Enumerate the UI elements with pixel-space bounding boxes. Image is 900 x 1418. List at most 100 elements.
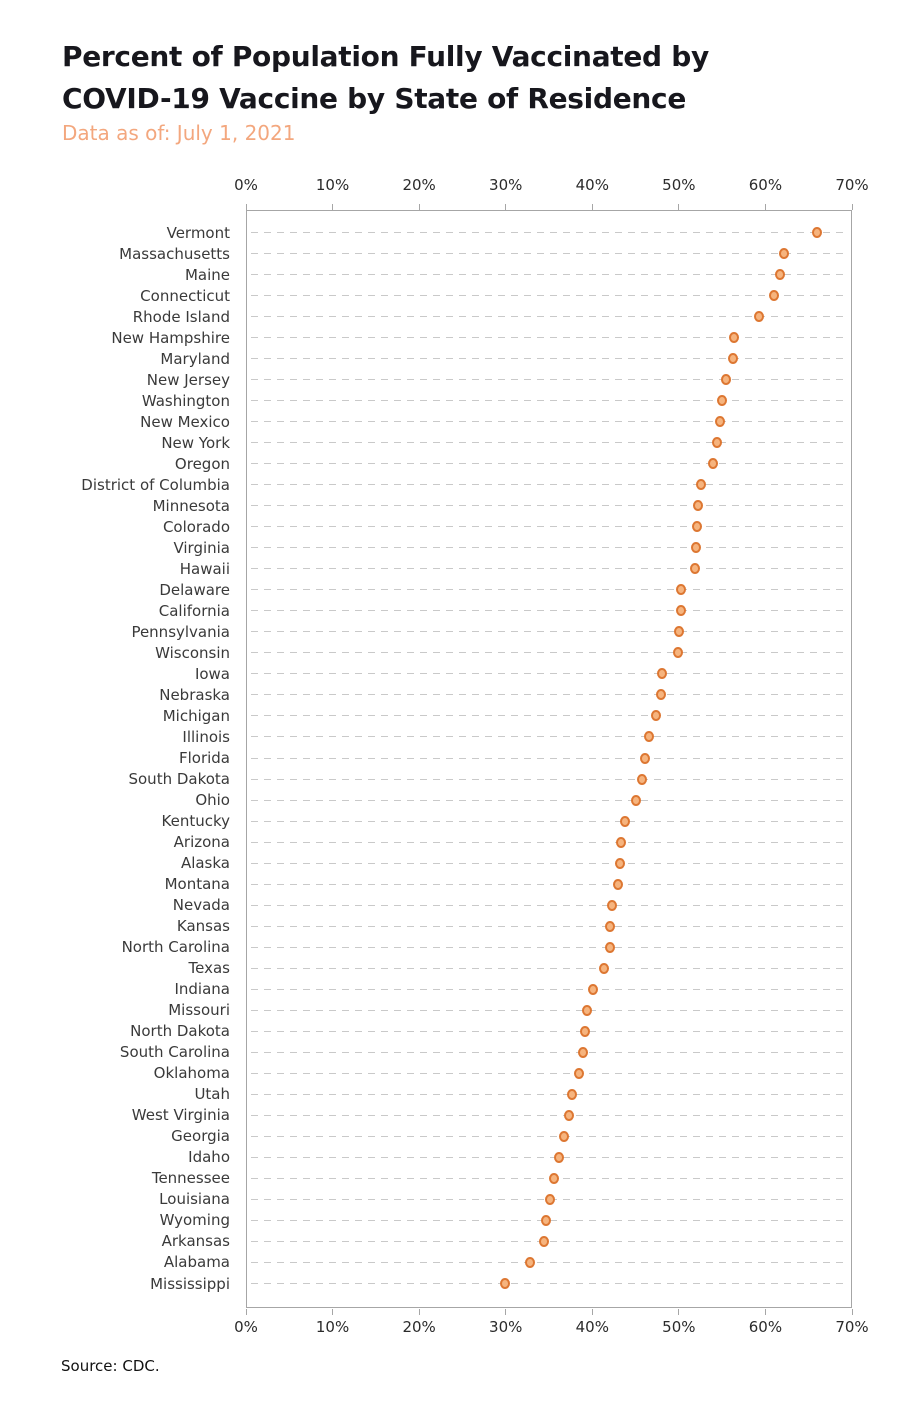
state-label: Ohio — [195, 791, 230, 810]
row-gridline — [251, 442, 849, 444]
x-axis-tick-label-top: 50% — [662, 176, 696, 194]
data-point-dot — [676, 584, 687, 596]
data-point-dot — [538, 1235, 549, 1247]
state-label: Pennsylvania — [131, 622, 230, 641]
data-point-dot — [696, 479, 707, 491]
state-label: Virginia — [173, 538, 230, 557]
data-point-dot — [651, 710, 662, 722]
data-point-dot — [540, 1214, 551, 1226]
row-gridline — [251, 778, 849, 780]
state-label: Tennessee — [151, 1169, 230, 1188]
state-label: Iowa — [194, 664, 230, 683]
data-point-dot — [580, 1025, 591, 1037]
state-label: West Virginia — [131, 1106, 230, 1125]
data-point-dot — [769, 290, 780, 302]
row-gridline — [251, 1156, 849, 1158]
plot-area — [246, 210, 852, 1308]
x-axis-tick-mark-bottom — [678, 1309, 680, 1315]
state-label: Nevada — [172, 896, 230, 915]
data-point-dot — [577, 1046, 588, 1058]
data-point-dot — [598, 962, 609, 974]
row-gridline — [251, 1009, 849, 1011]
state-label: Illinois — [182, 727, 230, 746]
row-gridline — [251, 1093, 849, 1095]
data-point-dot — [554, 1151, 565, 1163]
data-point-dot — [524, 1256, 535, 1268]
page-title: Percent of Population Fully Vaccinated b… — [62, 36, 709, 120]
state-label: District of Columbia — [81, 475, 230, 494]
row-gridline — [251, 610, 849, 612]
state-label: North Dakota — [130, 1022, 230, 1041]
x-axis-tick-label-top: 70% — [835, 176, 869, 194]
row-gridline — [251, 652, 849, 654]
page-title-line-1: Percent of Population Fully Vaccinated b… — [62, 40, 709, 73]
row-gridline — [251, 694, 849, 696]
row-gridline — [251, 253, 849, 255]
data-point-dot — [614, 857, 625, 869]
state-label: Montana — [164, 875, 230, 894]
page-title-line-2: COVID-19 Vaccine by State of Residence — [62, 82, 687, 115]
row-gridline — [251, 568, 849, 570]
state-label: Alabama — [163, 1253, 230, 1272]
state-label: Alaska — [180, 854, 230, 873]
row-gridline — [251, 547, 849, 549]
row-gridline — [251, 799, 849, 801]
row-gridline — [251, 505, 849, 507]
x-axis-tick-mark-bottom — [332, 1309, 334, 1315]
state-label: Florida — [178, 749, 230, 767]
data-point-dot — [566, 1088, 577, 1100]
source-note: Source: CDC. — [61, 1357, 160, 1375]
data-point-dot — [708, 458, 719, 470]
x-axis-tick-label-top: 0% — [234, 176, 258, 194]
x-axis-tick-label-top: 20% — [402, 176, 436, 194]
state-label: Massachusetts — [119, 244, 230, 263]
row-gridline — [251, 358, 849, 360]
row-gridline — [251, 925, 849, 927]
x-axis-tick-mark-top — [764, 204, 766, 210]
row-gridline — [251, 946, 849, 948]
data-point-dot — [640, 752, 651, 764]
x-axis-tick-mark-bottom — [764, 1309, 766, 1315]
row-gridline — [251, 232, 849, 233]
state-label: Delaware — [159, 580, 230, 599]
row-gridline — [251, 1072, 849, 1074]
data-point-dot — [673, 626, 684, 638]
state-label: New York — [161, 433, 230, 452]
row-gridline — [251, 337, 849, 339]
x-axis-tick-mark-bottom — [851, 1309, 853, 1315]
data-point-dot — [574, 1067, 585, 1079]
state-label: South Carolina — [119, 1043, 230, 1062]
row-gridline — [251, 904, 849, 906]
row-gridline — [251, 421, 849, 423]
state-label: Kentucky — [161, 812, 231, 831]
state-label: New Jersey — [146, 370, 230, 389]
data-point-dot — [643, 731, 654, 743]
state-label: Texas — [188, 959, 230, 978]
data-point-dot — [811, 227, 822, 238]
row-gridline — [251, 841, 849, 843]
data-point-dot — [715, 416, 726, 428]
data-point-dot — [727, 353, 738, 365]
state-label: Idaho — [188, 1148, 230, 1167]
data-point-dot — [672, 647, 683, 659]
data-point-dot — [675, 605, 686, 617]
data-point-dot — [604, 941, 615, 953]
x-axis-tick-label-top: 30% — [489, 176, 523, 194]
row-gridline — [251, 295, 849, 297]
x-axis-tick-label-bottom: 50% — [662, 1318, 696, 1336]
x-axis-tick-label-bottom: 40% — [575, 1318, 609, 1336]
state-label: Washington — [141, 391, 230, 410]
row-gridline — [251, 715, 849, 717]
data-point-dot — [711, 437, 722, 449]
data-point-dot — [605, 920, 616, 932]
state-label: South Dakota — [128, 770, 230, 789]
x-axis-tick-label-top: 10% — [315, 176, 350, 194]
state-label: Missouri — [168, 1001, 230, 1020]
row-gridline — [251, 400, 849, 402]
row-gridline — [251, 1135, 849, 1137]
chart-subtitle: Data as of: July 1, 2021 — [62, 121, 296, 145]
state-label: Mississippi — [150, 1274, 230, 1293]
row-gridline — [251, 484, 849, 486]
row-gridline — [251, 274, 849, 276]
row-gridline — [251, 1261, 849, 1263]
